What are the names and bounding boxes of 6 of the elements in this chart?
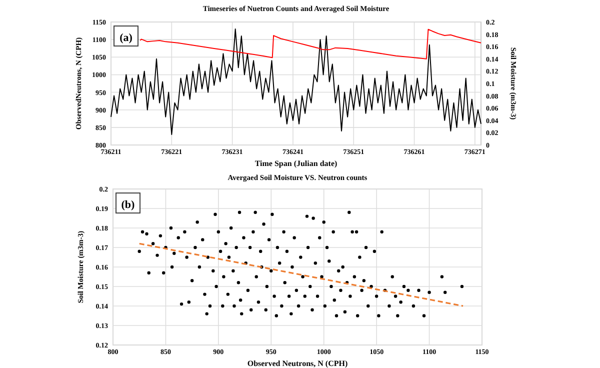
x-axis-title: Time Span (Julian date) [254,159,338,168]
annotation: (a) [120,32,133,44]
line-series [110,28,482,135]
line-series [140,28,482,60]
x-axis-title: Observed Neutrons, N (CPH) [247,359,348,368]
annotation: (b) [121,199,136,211]
